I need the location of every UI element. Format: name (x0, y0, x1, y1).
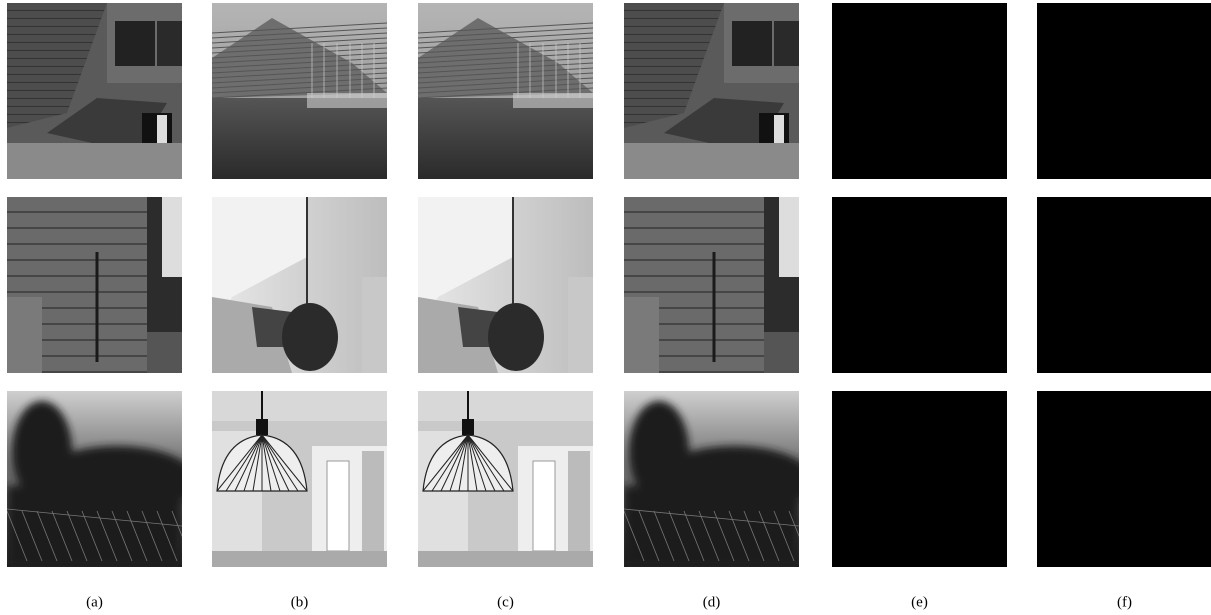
image-panel (624, 391, 814, 567)
image-panel (1037, 197, 1211, 373)
column-label: (f) (1117, 594, 1132, 610)
column-label: (d) (703, 594, 721, 610)
image-panel (418, 197, 593, 373)
column-labels: (a) (b) (c) (d) (e) (f) (86, 594, 1132, 610)
image-panel (7, 197, 182, 373)
image-panel (832, 197, 1007, 373)
image-panel (1037, 391, 1211, 567)
image-panel (212, 3, 387, 179)
image-panel (624, 3, 799, 179)
image-panel (1037, 3, 1211, 179)
column-label: (b) (291, 594, 309, 610)
column-label: (e) (911, 594, 928, 610)
image-panel (418, 3, 593, 179)
image-panel (212, 391, 387, 567)
image-panel (624, 197, 799, 373)
column-label: (a) (86, 594, 103, 610)
image-panel (832, 391, 1007, 567)
column-label: (c) (497, 594, 514, 610)
image-panel (418, 391, 593, 567)
image-panel (7, 3, 182, 179)
image-panel (212, 197, 387, 373)
figure: (a) (b) (c) (d) (e) (f) (0, 0, 1211, 615)
image-panel (7, 391, 197, 567)
image-panel (832, 3, 1007, 179)
image-grid (7, 3, 1211, 567)
